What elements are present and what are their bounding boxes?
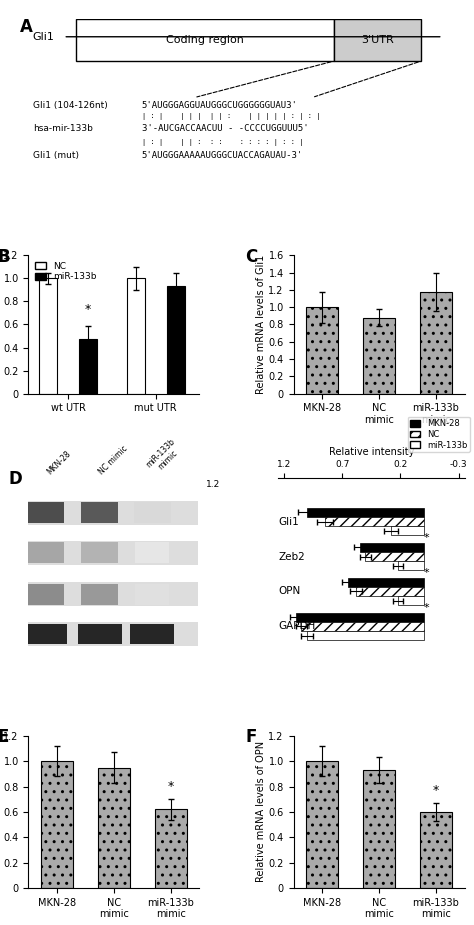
Bar xyxy=(325,517,424,525)
Bar xyxy=(28,500,198,525)
Text: Gli1: Gli1 xyxy=(33,31,55,42)
Bar xyxy=(127,278,145,394)
X-axis label: Relative intensity: Relative intensity xyxy=(328,448,414,457)
Bar xyxy=(301,623,424,631)
Bar xyxy=(78,623,122,645)
Text: D: D xyxy=(8,470,22,487)
Legend: NC, miR-133b: NC, miR-133b xyxy=(33,260,98,283)
Text: *: * xyxy=(85,303,91,316)
Bar xyxy=(135,584,169,605)
Text: 5'AUGGGAAAAAUGGGCUACCAGAUAU-3': 5'AUGGGAAAAAUGGGCUACCAGAUAU-3' xyxy=(142,151,303,160)
Bar xyxy=(27,542,64,563)
Text: *: * xyxy=(168,780,174,793)
Bar xyxy=(28,540,198,565)
Text: F: F xyxy=(246,728,257,746)
Text: Zeb2: Zeb2 xyxy=(278,551,305,561)
Bar xyxy=(28,582,198,606)
Text: C: C xyxy=(246,249,258,266)
Text: 3'-AUCGACCAACUU - -CCCCUGGUUU5': 3'-AUCGACCAACUU - -CCCCUGGUUU5' xyxy=(142,124,309,132)
Bar xyxy=(306,307,337,394)
Text: A: A xyxy=(20,18,33,36)
Text: *: * xyxy=(424,602,429,612)
Text: | : |    | | :  : :    : : : : | : : |: | : | | | : : : : : : : | : : | xyxy=(142,139,303,146)
Bar xyxy=(391,526,424,535)
Bar xyxy=(81,502,118,524)
Bar xyxy=(134,502,171,524)
Text: E: E xyxy=(0,728,9,746)
Bar xyxy=(23,623,67,645)
Bar xyxy=(81,584,118,605)
Text: Gli1 (104-126nt): Gli1 (104-126nt) xyxy=(33,101,108,110)
Legend: MKN-28, NC, miR-133b: MKN-28, NC, miR-133b xyxy=(408,417,470,452)
Bar xyxy=(360,543,424,551)
Bar xyxy=(334,18,421,61)
Text: miR-133b
mimic: miR-133b mimic xyxy=(144,437,184,476)
Bar xyxy=(420,812,452,888)
Bar xyxy=(27,584,64,605)
Text: *: * xyxy=(424,568,429,577)
Bar xyxy=(295,613,424,622)
Bar xyxy=(307,509,424,516)
Bar xyxy=(398,597,424,605)
Bar xyxy=(28,622,198,646)
Y-axis label: Relative mRNA levels of OPN: Relative mRNA levels of OPN xyxy=(255,741,265,882)
Text: B: B xyxy=(0,249,10,266)
Bar xyxy=(364,771,395,888)
Text: MKN-28: MKN-28 xyxy=(46,450,73,476)
Bar xyxy=(155,809,187,888)
Bar xyxy=(27,502,64,524)
Bar xyxy=(356,587,424,596)
Bar xyxy=(420,291,452,394)
Text: GAPDH: GAPDH xyxy=(278,622,315,632)
Text: | : |    | | |  | | :    | | | | | : | : |: | : | | | | | | : | | | | | : | : | xyxy=(142,113,320,120)
Bar xyxy=(307,632,424,639)
Bar xyxy=(81,542,118,563)
Bar xyxy=(306,761,337,888)
Bar xyxy=(365,552,424,561)
Text: *: * xyxy=(433,783,439,796)
Bar xyxy=(398,561,424,570)
Bar xyxy=(76,18,334,61)
Text: Gli1 (mut): Gli1 (mut) xyxy=(33,151,79,160)
Bar xyxy=(167,287,184,394)
Bar xyxy=(130,623,174,645)
Bar xyxy=(79,339,97,394)
Text: *: * xyxy=(424,533,429,543)
Bar xyxy=(135,542,169,563)
Bar xyxy=(41,761,73,888)
Bar xyxy=(348,578,424,586)
Text: 5'AUGGGAGGUAUGGGCUGGGGGGUAU3': 5'AUGGGAGGUAUGGGCUGGGGGGUAU3' xyxy=(142,101,298,110)
Text: 3'UTR: 3'UTR xyxy=(361,35,394,44)
Text: hsa-mir-133b: hsa-mir-133b xyxy=(33,124,93,132)
Text: Gli1: Gli1 xyxy=(278,516,299,526)
Bar xyxy=(364,317,395,394)
Text: 1.2: 1.2 xyxy=(207,480,221,489)
Text: Coding region: Coding region xyxy=(166,35,244,44)
Bar xyxy=(39,278,57,394)
Text: NC mimic: NC mimic xyxy=(97,444,129,476)
Text: OPN: OPN xyxy=(278,586,301,597)
Y-axis label: Relative mRNA levels of Gli1: Relative mRNA levels of Gli1 xyxy=(255,255,265,394)
Bar xyxy=(98,768,129,888)
